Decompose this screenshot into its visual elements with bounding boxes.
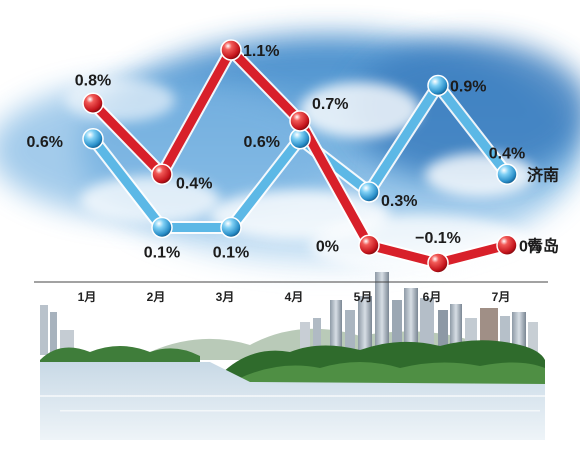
qingdao-point [220, 39, 242, 61]
qingdao-point [82, 92, 104, 114]
qingdao-point [289, 110, 311, 132]
x-tick-label: 3月 [216, 290, 235, 304]
jinan-point [82, 128, 104, 150]
data-label: 0.6% [27, 134, 63, 151]
jinan-point [358, 181, 380, 203]
qingdao-point [427, 252, 449, 274]
data-label: 0% [316, 238, 339, 255]
data-label: −0.1% [415, 230, 461, 247]
x-tick-label: 5月 [354, 290, 373, 304]
data-label: 0.1% [213, 245, 249, 262]
x-tick-label: 1月 [78, 290, 97, 304]
series-points [82, 39, 518, 274]
qingdao-point [358, 234, 380, 256]
legend-qingdao: 青岛 [527, 236, 559, 255]
data-label: 0.8% [75, 72, 111, 89]
qingdao-point [151, 163, 173, 185]
x-tick-label: 6月 [423, 290, 442, 304]
x-tick-label: 4月 [285, 290, 304, 304]
jinan-point [496, 163, 518, 185]
data-label: 0% [519, 238, 542, 255]
x-tick-label: 2月 [147, 290, 166, 304]
data-label: 0.3% [381, 193, 417, 210]
data-label: 0.6% [244, 134, 280, 151]
data-label: 0.7% [312, 96, 348, 113]
data-label: 0.4% [176, 175, 212, 192]
qingdao-point [496, 234, 518, 256]
data-label: 0.9% [450, 79, 486, 96]
data-label: 1.1% [243, 43, 279, 60]
legend-jinan: 济南 [527, 165, 559, 184]
data-labels: 0.6% 0.1% 0.1% 0.6% 0.3% 0.9% 0.4% 0.8% 0.4% 1.1%… [27, 43, 543, 262]
jinan-point [427, 74, 449, 97]
x-axis-ticks: 1月 2月 3月 4月 5月 6月 7月 [78, 290, 511, 304]
data-label: 0.4% [489, 145, 525, 162]
jinan-point [151, 216, 173, 239]
data-label: 0.1% [144, 245, 180, 262]
city-skyline-illustration [40, 272, 545, 440]
jinan-point [220, 216, 242, 239]
x-tick-label: 7月 [492, 290, 511, 304]
